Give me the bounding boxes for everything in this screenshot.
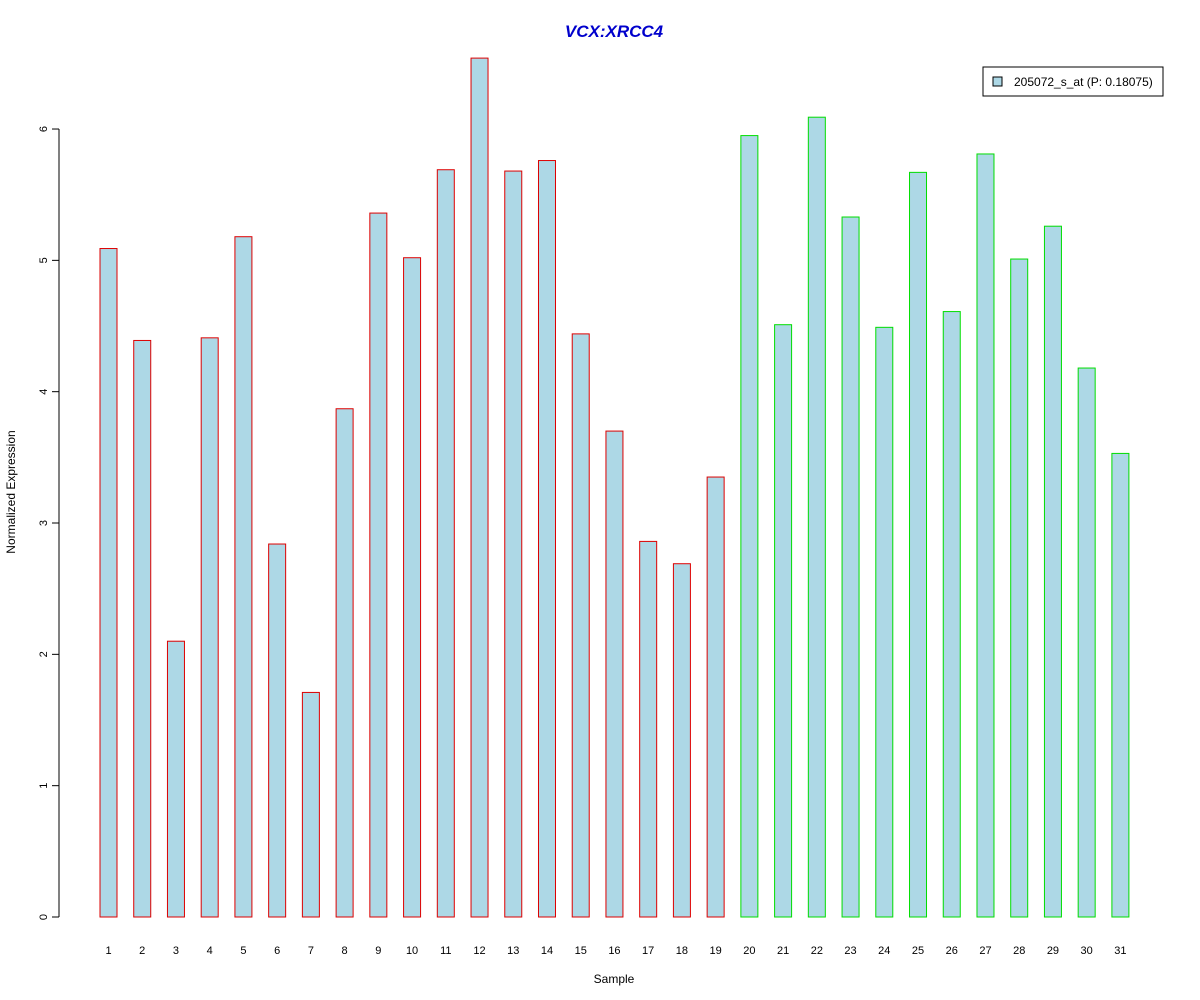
bar-sample-27 <box>976 153 995 918</box>
bar-sample-23 <box>841 216 860 918</box>
x-tick-label: 11 <box>440 945 451 957</box>
x-tick-label: 2 <box>139 945 145 957</box>
x-axis-label: Sample <box>594 972 635 986</box>
x-tick-label: 1 <box>105 945 111 957</box>
x-tick-label: 5 <box>240 945 246 957</box>
x-tick-label: 29 <box>1047 945 1059 957</box>
bar-sample-30 <box>1077 367 1096 918</box>
bar-sample-29 <box>1043 225 1062 918</box>
y-tick-label: 4 <box>38 389 50 395</box>
bar-sample-18 <box>672 563 691 918</box>
y-tick-label: 1 <box>38 783 50 789</box>
bar-sample-31 <box>1111 452 1130 918</box>
bar-sample-28 <box>1010 258 1029 918</box>
x-tick-label: 14 <box>541 945 553 957</box>
x-tick-label: 31 <box>1114 945 1126 957</box>
bar-sample-6 <box>268 543 287 918</box>
x-tick-label: 25 <box>912 945 924 957</box>
x-axis-ticks: 1 2 3 4 5 6 7 8 9 10 11 12 13 14 15 16 17 18 19 20 21 22 23 24 2… <box>105 945 1126 957</box>
bar-sample-19 <box>706 476 725 918</box>
x-tick-label: 4 <box>207 945 213 957</box>
x-tick-label: 22 <box>811 945 823 957</box>
x-tick-label: 9 <box>375 945 381 957</box>
bar-sample-8 <box>335 408 354 918</box>
bar-sample-5 <box>234 236 253 918</box>
bar-sample-11 <box>436 169 455 918</box>
x-tick-label: 28 <box>1013 945 1025 957</box>
x-tick-label: 12 <box>473 945 485 957</box>
x-tick-label: 13 <box>507 945 519 957</box>
bar-sample-1 <box>99 248 118 918</box>
x-tick-label: 8 <box>342 945 348 957</box>
x-tick-label: 18 <box>676 945 688 957</box>
legend: 205072_s_at (P: 0.18075) <box>982 66 1164 97</box>
x-tick-label: 21 <box>777 945 789 957</box>
bar-sample-26 <box>942 311 961 918</box>
bar-sample-20 <box>740 135 759 918</box>
y-tick-label: 2 <box>38 651 50 657</box>
bar-sample-4 <box>200 337 219 918</box>
x-tick-label: 15 <box>575 945 587 957</box>
bar-sample-2 <box>133 339 152 918</box>
bar-sample-25 <box>909 171 928 918</box>
x-tick-label: 30 <box>1081 945 1093 957</box>
bar-sample-12 <box>470 57 489 918</box>
bar-sample-14 <box>537 160 556 918</box>
y-axis-label: Normalized Expression <box>4 430 18 553</box>
bar-sample-22 <box>807 116 826 918</box>
x-tick-label: 19 <box>710 945 722 957</box>
legend-label: 205072_s_at (P: 0.18075) <box>1014 75 1153 89</box>
y-tick-label: 0 <box>38 914 50 920</box>
bars-group <box>99 57 1130 918</box>
x-tick-label: 6 <box>274 945 280 957</box>
bar-sample-3 <box>166 640 185 918</box>
bar-sample-15 <box>571 333 590 918</box>
x-tick-label: 3 <box>173 945 179 957</box>
x-tick-label: 26 <box>946 945 958 957</box>
bar-sample-24 <box>875 326 894 918</box>
legend-box <box>982 66 1164 97</box>
bar-sample-17 <box>639 540 658 918</box>
bar-sample-7 <box>301 691 320 918</box>
x-tick-label: 17 <box>642 945 654 957</box>
bar-sample-10 <box>403 257 422 918</box>
bar-sample-13 <box>504 170 523 918</box>
bar-sample-16 <box>605 430 624 918</box>
y-tick-label: 3 <box>38 520 50 526</box>
x-tick-label: 23 <box>844 945 856 957</box>
legend-swatch <box>992 76 1003 87</box>
bar-sample-9 <box>369 212 388 918</box>
x-tick-label: 24 <box>878 945 890 957</box>
x-tick-label: 10 <box>406 945 418 957</box>
y-axis: 0 1 2 3 4 5 6 <box>38 126 60 920</box>
bar-sample-21 <box>774 324 793 918</box>
chart-title: VCX:XRCC4 <box>565 22 664 41</box>
x-tick-label: 27 <box>979 945 991 957</box>
y-tick-label: 5 <box>38 257 50 263</box>
x-tick-label: 20 <box>743 945 755 957</box>
x-tick-label: 16 <box>608 945 620 957</box>
y-tick-label: 6 <box>38 126 50 132</box>
x-tick-label: 7 <box>308 945 314 957</box>
